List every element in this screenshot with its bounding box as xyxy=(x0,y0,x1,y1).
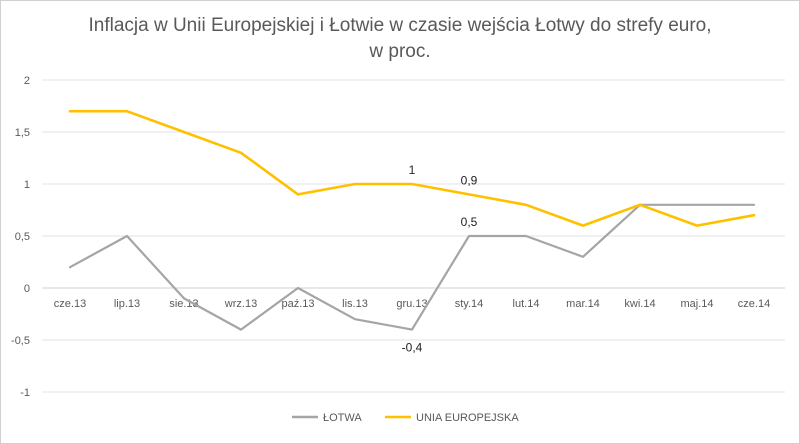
y-tick-label: 1,5 xyxy=(15,127,30,139)
x-tick-label: kwi.14 xyxy=(624,298,655,310)
chart-subtitle: w proc. xyxy=(369,41,431,62)
x-tick-label: sty.14 xyxy=(455,298,484,310)
x-tick-label: cze.13 xyxy=(54,298,86,310)
x-tick-label: gru.13 xyxy=(396,298,427,310)
y-tick-label: 1 xyxy=(24,179,30,191)
chart-title-block: Inflacja w Unii Europejskiej i Łotwie w … xyxy=(0,13,800,65)
x-tick-label: lut.14 xyxy=(513,298,540,310)
data-labels: 1 0,9 0,5 -0,4 xyxy=(402,163,478,355)
x-tick-label: mar.14 xyxy=(566,298,600,310)
x-axis-ticks: cze.13 lip.13 sie.13 wrz.13 paź.13 lis.13 gru.… xyxy=(54,298,770,310)
legend-label: ŁOTWA xyxy=(323,412,362,424)
y-tick-label: 2 xyxy=(24,75,30,87)
data-label: 0,5 xyxy=(461,215,478,229)
x-tick-label: lip.13 xyxy=(114,298,140,310)
chart-title: Inflacja w Unii Europejskiej i Łotwie w … xyxy=(88,15,712,36)
y-tick-label: -1 xyxy=(20,387,30,399)
x-tick-label: sie.13 xyxy=(169,298,198,310)
data-label: -0,4 xyxy=(402,341,423,355)
series-line-unia-europejska xyxy=(68,109,756,227)
x-tick-label: wrz.13 xyxy=(224,298,257,310)
y-tick-label: -0,5 xyxy=(11,335,30,347)
x-tick-label: maj.14 xyxy=(680,298,713,310)
y-axis-ticks: -1 -0,5 0 0,5 1 1,5 2 xyxy=(11,75,30,399)
x-tick-label: cze.14 xyxy=(738,298,770,310)
data-label: 1 xyxy=(409,163,416,177)
legend: ŁOTWA UNIA EUROPEJSKA xyxy=(292,412,519,424)
series-line-lotwa xyxy=(68,203,756,331)
y-tick-label: 0,5 xyxy=(15,231,30,243)
x-tick-label: lis.13 xyxy=(342,298,368,310)
x-tick-label: paź.13 xyxy=(281,298,314,310)
legend-label: UNIA EUROPEJSKA xyxy=(416,412,519,424)
series-lines xyxy=(68,109,756,331)
data-label: 0,9 xyxy=(461,173,478,187)
y-tick-label: 0 xyxy=(24,283,30,295)
